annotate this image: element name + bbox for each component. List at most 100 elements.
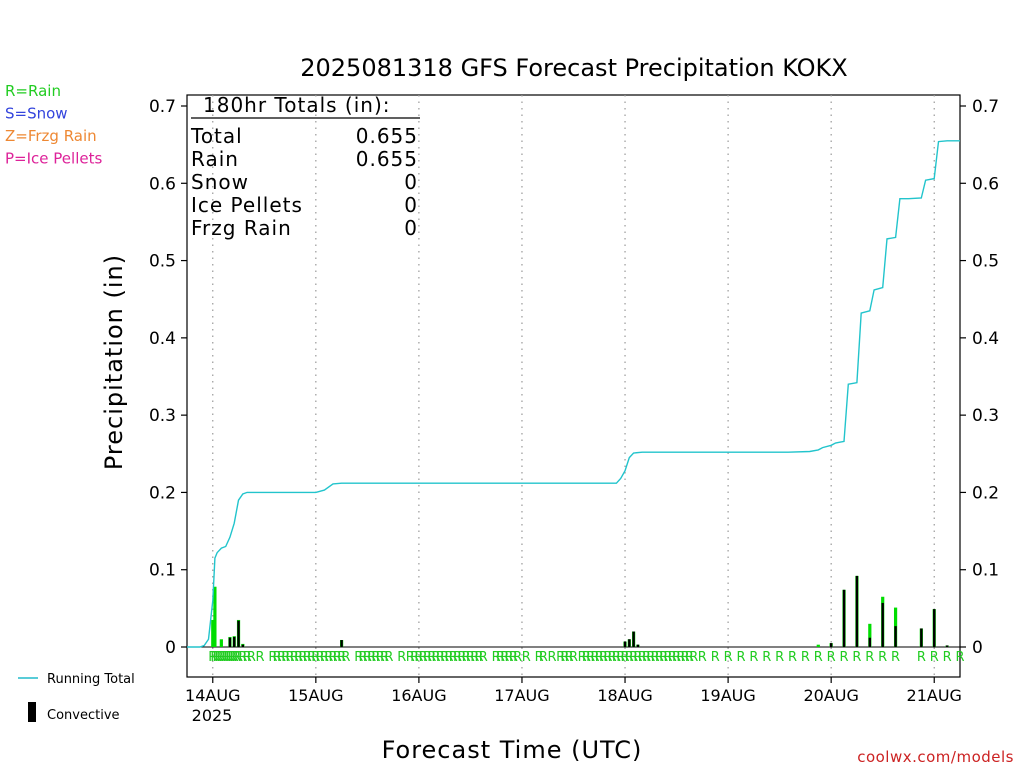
rain-marker: R — [917, 650, 926, 665]
x-tick-label: 17AUG — [494, 686, 549, 705]
rain-marker: R — [496, 650, 505, 665]
x-tick-label: 14AUG — [185, 686, 240, 705]
rain-marker: R — [638, 650, 647, 665]
rain-marker: R — [223, 650, 232, 665]
y-tick-label-left: 0.5 — [149, 252, 176, 272]
precip-type-legend: R=Rain S=Snow Z=Frzg Rain P=Ice Pellets — [5, 82, 102, 168]
totals-row-label: Total — [190, 124, 243, 148]
rain-marker: R — [569, 650, 578, 665]
rain-marker: R — [955, 650, 964, 665]
rain-marker: R — [539, 650, 548, 665]
rain-marker: R — [210, 650, 219, 665]
convective-bar — [933, 609, 936, 647]
y-axis-right: 0 0.1 0.2 0.3 0.4 0.5 0.6 0.7 — [960, 97, 999, 658]
convective-bar — [894, 626, 897, 647]
rain-marker: R — [440, 650, 449, 665]
rain-marker: R — [232, 650, 241, 665]
totals-row-label: Rain — [191, 147, 239, 171]
rain-marker: R — [891, 650, 900, 665]
chart-title: 2025081318 GFS Forecast Precipitation KO… — [300, 54, 848, 82]
type-legend-entry: S=Snow — [5, 105, 68, 123]
rain-marker: R — [474, 650, 483, 665]
rain-marker: R — [406, 650, 415, 665]
rain-marker: R — [243, 650, 252, 665]
y-tick-label-right: 0.2 — [972, 483, 999, 503]
rain-marker: R — [505, 650, 514, 665]
rain-marker: R — [616, 650, 625, 665]
convective-bar — [881, 602, 884, 647]
rain-marker: R — [333, 650, 342, 665]
x-tick-label: 16AUG — [391, 686, 446, 705]
convective-bar — [628, 639, 631, 647]
rain-marker: R — [376, 650, 385, 665]
y-axis-label: Precipitation (in) — [100, 254, 128, 470]
rain-marker: R — [470, 650, 479, 665]
rain-marker: R — [208, 650, 217, 665]
rain-marker: R — [668, 650, 677, 665]
rain-marker: R — [290, 650, 299, 665]
rain-marker: R — [698, 650, 707, 665]
rain-marker: R — [423, 650, 432, 665]
rain-marker: R — [328, 650, 337, 665]
type-legend-entry: P=Ice Pellets — [5, 150, 102, 168]
rain-marker: R — [603, 650, 612, 665]
rain-marker: R — [711, 650, 720, 665]
rain-marker: R — [689, 650, 698, 665]
credit-text: coolwx.com/models — [857, 748, 1014, 766]
rain-marker: R — [410, 650, 419, 665]
convective-bar — [623, 641, 627, 647]
convective-bar — [228, 637, 232, 647]
rain-marker: R — [277, 650, 286, 665]
rain-marker: R — [217, 650, 226, 665]
rain-marker: R — [762, 650, 771, 665]
rain-marker: R — [367, 650, 376, 665]
totals-row-label: Ice Pellets — [191, 193, 303, 217]
rain-bar — [816, 644, 820, 647]
y-axis-left: 0 0.1 0.2 0.3 0.4 0.5 0.6 0.7 — [149, 97, 960, 658]
rain-marker: R — [655, 650, 664, 665]
rain-marker: R — [736, 650, 745, 665]
rain-marker: R — [509, 650, 518, 665]
rain-marker: R — [535, 650, 544, 665]
x-tick-label: 18AUG — [597, 686, 652, 705]
rain-marker: R — [316, 650, 325, 665]
rain-marker: R — [213, 650, 222, 665]
rain-marker: R — [621, 650, 630, 665]
rain-marker: R — [436, 650, 445, 665]
x-tick-label: 19AUG — [700, 686, 755, 705]
convective-bar — [945, 645, 949, 647]
rain-marker: R — [419, 650, 428, 665]
rain-marker: R — [672, 650, 681, 665]
y-tick-label-right: 0.6 — [972, 174, 999, 194]
rain-marker: R — [663, 650, 672, 665]
convective-bar — [233, 636, 236, 647]
rain-marker: R — [681, 650, 690, 665]
rain-marker: R — [646, 650, 655, 665]
totals-row-value: 0 — [404, 193, 418, 217]
y-tick-label-left: 0.6 — [149, 174, 176, 194]
running-total-legend-label: Running Total — [47, 672, 135, 687]
x-tick-label: 15AUG — [288, 686, 343, 705]
y-tick-label-left: 0.2 — [149, 483, 176, 503]
rain-marker: R — [608, 650, 617, 665]
rain-marker: R — [453, 650, 462, 665]
totals-row-label: Frzg Rain — [191, 216, 292, 240]
rain-marker: R — [457, 650, 466, 665]
y-tick-label-right: 0.3 — [972, 406, 999, 426]
rain-marker: R — [341, 650, 350, 665]
type-legend-entry: R=Rain — [5, 82, 61, 100]
rain-marker: R — [513, 650, 522, 665]
rain-marker: R — [582, 650, 591, 665]
rain-marker: R — [324, 650, 333, 665]
rain-marker: R — [548, 650, 557, 665]
convective-bar — [829, 643, 833, 647]
rain-marker: R — [685, 650, 694, 665]
precipitation-bars — [211, 575, 949, 647]
rain-marker: R — [930, 650, 939, 665]
rain-marker: R — [427, 650, 436, 665]
rain-marker: R — [651, 650, 660, 665]
running-total-line — [187, 140, 960, 648]
totals-box: 180hr Totals (in): Total 0.655 Rain 0.655 Sno… — [190, 93, 420, 240]
rain-marker: R — [865, 650, 874, 665]
rain-marker: R — [500, 650, 509, 665]
